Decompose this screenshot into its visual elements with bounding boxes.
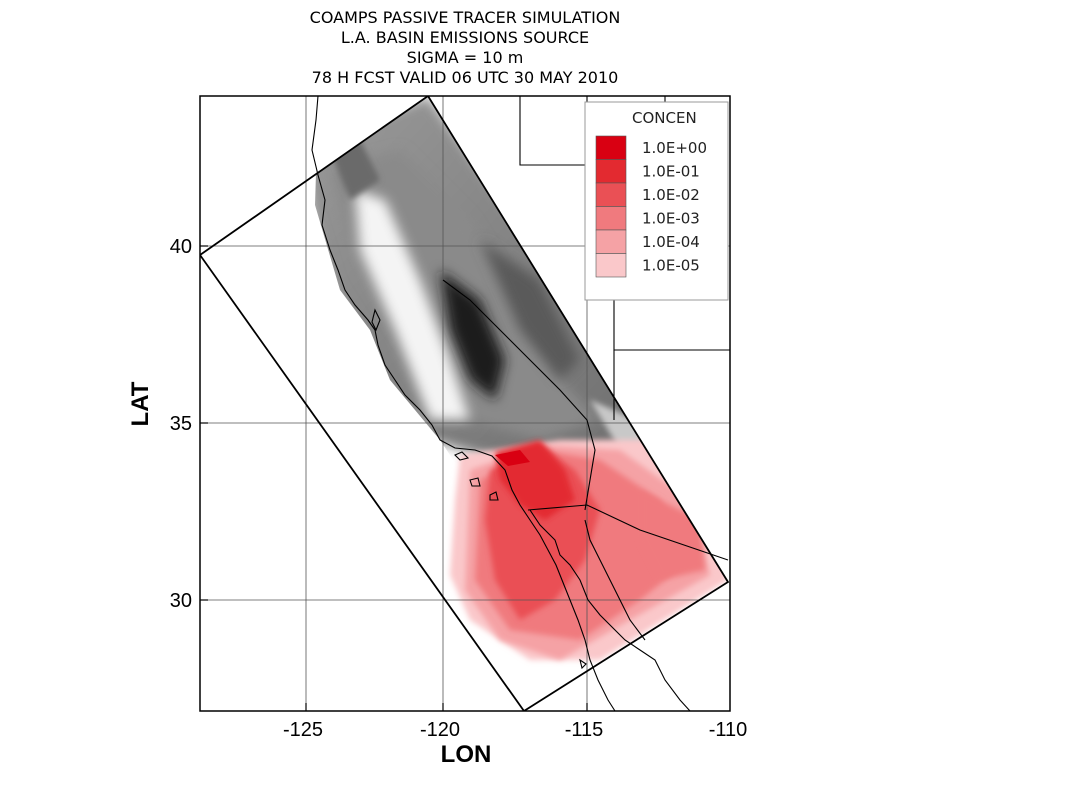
legend-entries: 1.0E+00 1.0E-01 1.0E-02 1.0E-03 1.0E-04 1.0E-… [595, 135, 707, 278]
legend-label: 1.0E+00 [642, 139, 707, 157]
title-line-4: 78 H FCST VALID 06 UTC 30 MAY 2010 [311, 68, 619, 87]
ytick-label-30: 30 [170, 590, 192, 612]
legend-swatch [595, 229, 627, 254]
title-line-3: SIGMA = 10 m [406, 48, 524, 67]
legend-swatch [595, 253, 627, 278]
xtick-label-110: -110 [709, 719, 748, 741]
map-title: COAMPS PASSIVE TRACER SIMULATION L.A. BA… [200, 8, 730, 88]
plot-frame [199, 95, 731, 712]
xtick-label-120: -120 [420, 719, 460, 741]
model-domain-outline [200, 96, 730, 711]
y-axis-title: LAT [127, 381, 154, 426]
legend-label: 1.0E-02 [642, 186, 700, 204]
title-line-1: COAMPS PASSIVE TRACER SIMULATION [309, 8, 621, 27]
x-axis-title: LON [441, 741, 492, 768]
legend: CONCEN 1.0E+00 1.0E-01 1.0E-02 1.0E-03 1.0E-… [584, 101, 729, 301]
xtick-label-115: -115 [565, 719, 604, 741]
legend-swatch [595, 182, 627, 207]
terrain-shading [200, 96, 680, 520]
legend-swatch [595, 206, 627, 231]
legend-swatch [595, 159, 627, 184]
xtick-label-125: -125 [283, 719, 323, 741]
tracer-plume [450, 440, 728, 660]
ytick-label-35: 35 [170, 413, 192, 435]
legend-label: 1.0E-03 [642, 210, 700, 228]
coastlines-borders [311, 96, 730, 711]
legend-label: 1.0E-05 [642, 257, 700, 275]
ytick-label-40: 40 [170, 236, 192, 258]
legend-swatch [595, 135, 627, 160]
legend-label: 1.0E-01 [642, 163, 700, 181]
legend-title: CONCEN [632, 109, 697, 127]
title-line-2: L.A. BASIN EMISSIONS SOURCE [340, 28, 590, 47]
legend-label: 1.0E-04 [642, 233, 700, 251]
tick-marks [200, 245, 588, 711]
